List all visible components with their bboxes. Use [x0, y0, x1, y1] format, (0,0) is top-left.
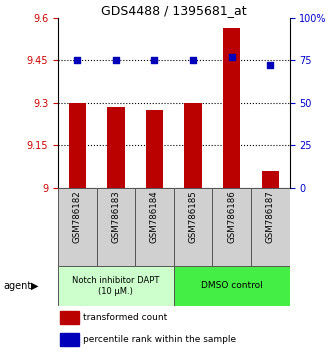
Text: DMSO control: DMSO control	[201, 281, 262, 290]
Bar	[223, 28, 240, 188]
Text: GSM786185: GSM786185	[189, 190, 198, 243]
FancyBboxPatch shape	[174, 266, 290, 306]
FancyBboxPatch shape	[58, 266, 174, 306]
Bar	[69, 103, 86, 188]
Text: Notch inhibitor DAPT
(10 μM.): Notch inhibitor DAPT (10 μM.)	[72, 276, 160, 296]
Bar	[146, 110, 163, 188]
Text: GSM786183: GSM786183	[111, 190, 120, 243]
Text: GSM786186: GSM786186	[227, 190, 236, 243]
Bar	[60, 333, 79, 346]
FancyBboxPatch shape	[213, 188, 251, 266]
Point	[268, 62, 273, 68]
FancyBboxPatch shape	[97, 188, 135, 266]
Bar	[261, 171, 279, 188]
Text: percentile rank within the sample: percentile rank within the sample	[83, 335, 237, 344]
Text: transformed count: transformed count	[83, 313, 168, 322]
Point	[74, 57, 80, 63]
Bar	[107, 107, 124, 188]
Point	[113, 57, 118, 63]
Text: agent: agent	[3, 281, 31, 291]
Text: GSM786187: GSM786187	[266, 190, 275, 243]
FancyBboxPatch shape	[135, 188, 174, 266]
Point	[229, 54, 234, 59]
Bar	[184, 103, 202, 188]
Point	[190, 57, 196, 63]
FancyBboxPatch shape	[58, 188, 97, 266]
Title: GDS4488 / 1395681_at: GDS4488 / 1395681_at	[101, 4, 247, 17]
Point	[152, 57, 157, 63]
FancyBboxPatch shape	[174, 188, 213, 266]
Text: ▶: ▶	[31, 281, 39, 291]
Text: GSM786182: GSM786182	[73, 190, 82, 243]
Text: GSM786184: GSM786184	[150, 190, 159, 243]
FancyBboxPatch shape	[251, 188, 290, 266]
Bar	[60, 311, 79, 324]
